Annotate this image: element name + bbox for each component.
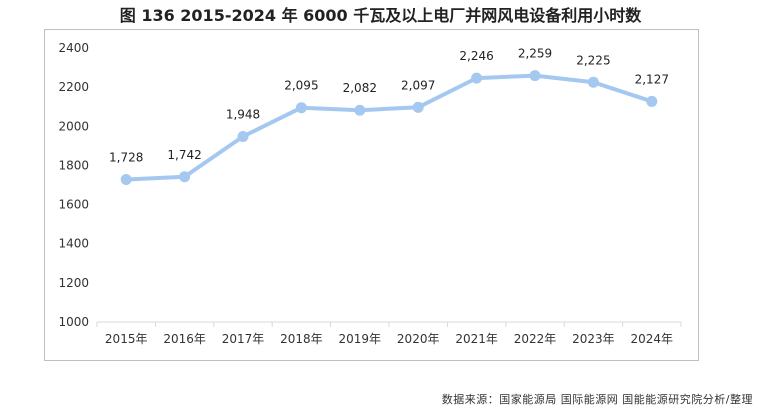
data-label: 1,728 [109,151,143,165]
data-point [179,171,191,183]
data-point [529,70,541,82]
x-tick-label: 2018年 [280,332,323,346]
x-tick-label: 2022年 [514,332,557,346]
x-tick-label: 2016年 [163,332,206,346]
data-point [354,104,366,116]
y-tick-label: 2000 [58,119,89,133]
data-label: 2,246 [459,49,493,63]
y-tick-label: 1400 [58,237,89,251]
x-tick-label: 2015年 [105,332,148,346]
series-line [124,73,654,182]
data-point [412,101,424,113]
data-label: 2,259 [518,47,552,61]
x-tick-label: 2024年 [631,332,674,346]
y-tick-label: 2200 [58,80,89,94]
data-point [120,174,132,186]
chart-title: 图 136 2015-2024 年 6000 千瓦及以上电厂并网风电设备利用小时… [119,6,642,25]
data-label: 2,082 [343,81,377,95]
y-tick-label: 1200 [58,276,89,290]
x-tick-label: 2020年 [397,332,440,346]
y-tick-label: 1000 [58,315,89,329]
data-label: 1,742 [167,148,201,162]
data-label: 1,948 [226,107,260,121]
data-label: 2,225 [576,53,610,67]
x-tick-label: 2021年 [455,332,498,346]
data-point [237,130,249,142]
y-tick-label: 1800 [58,158,89,172]
y-tick-label: 1600 [58,198,89,212]
data-point [295,102,307,114]
x-tick-label: 2019年 [339,332,382,346]
data-point [471,72,483,84]
y-tick-label: 2400 [58,41,89,55]
x-tick-label: 2017年 [222,332,265,346]
data-label: 2,097 [401,78,435,92]
data-label: 2,095 [284,79,318,93]
data-label: 2,127 [635,72,669,86]
data-point [587,76,599,88]
data-source-note: 数据来源：国家能源局 国际能源网 国能能源研究院分析/整理 [441,393,753,406]
data-point [646,95,658,107]
x-tick-label: 2023年 [572,332,615,346]
